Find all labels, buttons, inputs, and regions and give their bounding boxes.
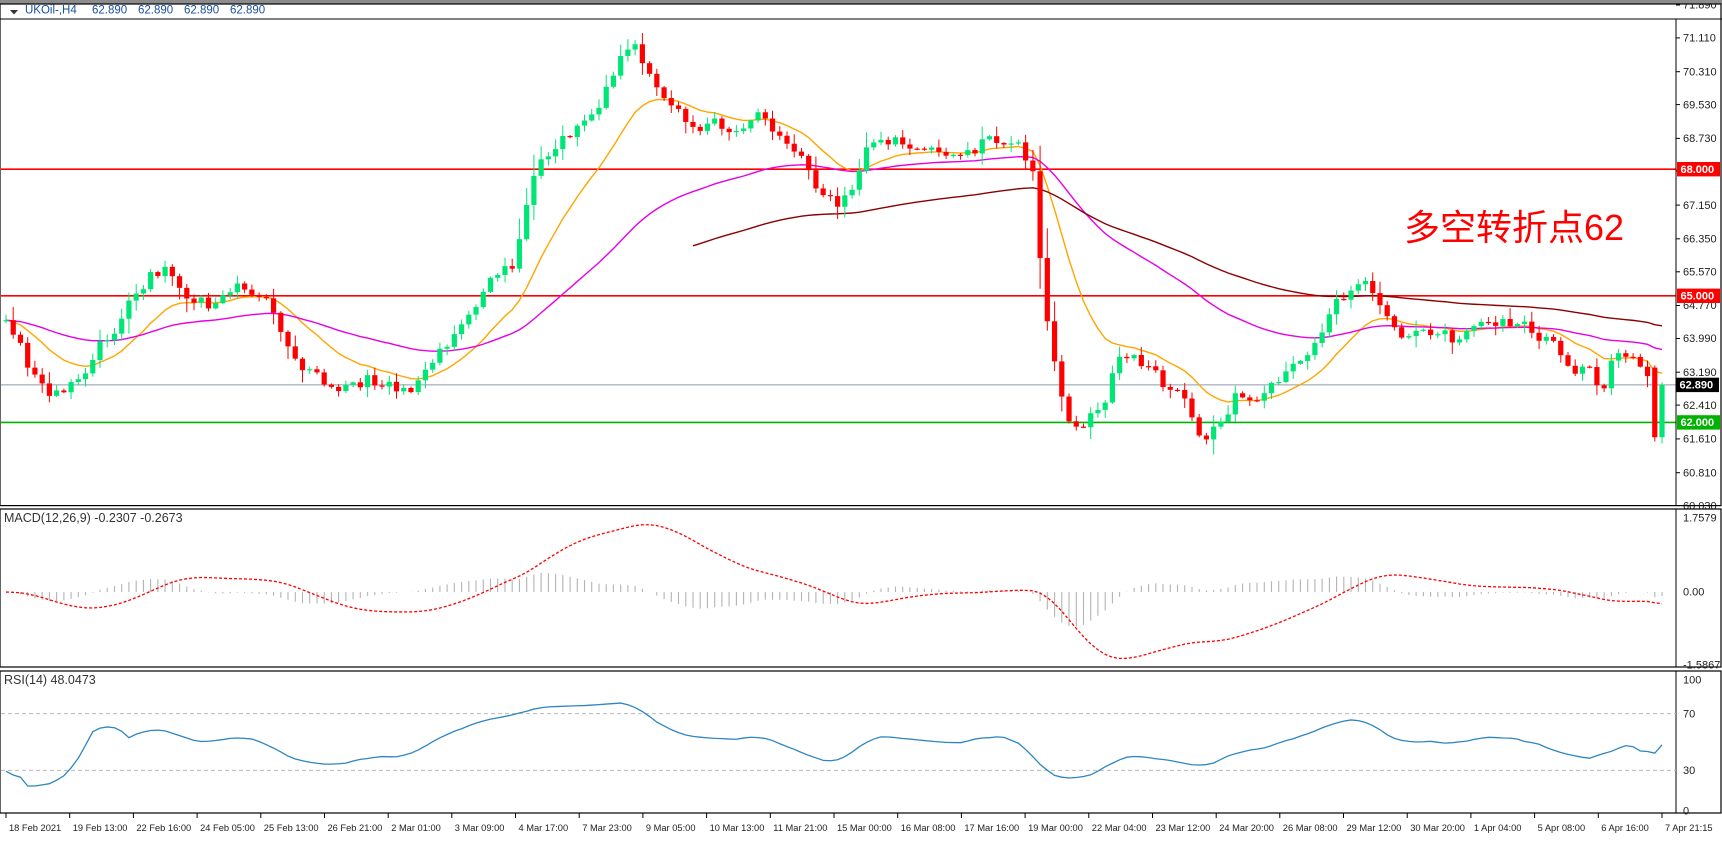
svg-text:24 Feb 05:00: 24 Feb 05:00	[200, 823, 255, 833]
svg-text:19 Mar 00:00: 19 Mar 00:00	[1028, 823, 1083, 833]
svg-text:4 Mar 17:00: 4 Mar 17:00	[519, 823, 569, 833]
svg-text:68.730: 68.730	[1683, 133, 1717, 145]
svg-text:24 Mar 20:00: 24 Mar 20:00	[1219, 823, 1274, 833]
svg-text:23 Mar 12:00: 23 Mar 12:00	[1156, 823, 1211, 833]
svg-text:62.890: 62.890	[184, 5, 219, 17]
svg-text:67.150: 67.150	[1683, 200, 1717, 212]
svg-text:9 Mar 05:00: 9 Mar 05:00	[646, 823, 696, 833]
svg-text:10 Mar 13:00: 10 Mar 13:00	[710, 823, 765, 833]
svg-text:30: 30	[1683, 765, 1695, 777]
svg-text:22 Mar 04:00: 22 Mar 04:00	[1092, 823, 1147, 833]
svg-text:62.890: 62.890	[1680, 380, 1714, 392]
svg-text:0: 0	[1683, 806, 1689, 818]
svg-text:100: 100	[1683, 675, 1701, 687]
svg-text:71.110: 71.110	[1683, 33, 1716, 45]
svg-text:25 Feb 13:00: 25 Feb 13:00	[264, 823, 319, 833]
svg-text:60.810: 60.810	[1683, 467, 1717, 479]
svg-text:61.610: 61.610	[1683, 434, 1717, 446]
svg-text:66.350: 66.350	[1683, 234, 1717, 246]
svg-text:3 Mar 09:00: 3 Mar 09:00	[455, 823, 505, 833]
svg-text:62.890: 62.890	[92, 5, 127, 17]
svg-text:29 Mar 12:00: 29 Mar 12:00	[1347, 823, 1402, 833]
svg-text:19 Feb 13:00: 19 Feb 13:00	[73, 823, 128, 833]
svg-text:MACD(12,26,9) -0.2307 -0.2673: MACD(12,26,9) -0.2307 -0.2673	[4, 511, 183, 525]
svg-text:30 Mar 20:00: 30 Mar 20:00	[1410, 823, 1465, 833]
svg-text:15 Mar 00:00: 15 Mar 00:00	[837, 823, 892, 833]
svg-text:63.990: 63.990	[1683, 333, 1717, 345]
svg-text:18 Feb 2021: 18 Feb 2021	[9, 823, 61, 833]
svg-text:62.410: 62.410	[1683, 400, 1717, 412]
svg-text:7 Apr 21:15: 7 Apr 21:15	[1665, 823, 1713, 833]
svg-text:60.030: 60.030	[1683, 500, 1717, 512]
svg-text:5 Apr 08:00: 5 Apr 08:00	[1538, 823, 1586, 833]
svg-text:26 Mar 08:00: 26 Mar 08:00	[1283, 823, 1338, 833]
svg-text:2 Mar 01:00: 2 Mar 01:00	[391, 823, 441, 833]
svg-text:70.310: 70.310	[1683, 66, 1717, 78]
svg-text:-1.5867: -1.5867	[1683, 660, 1720, 672]
svg-text:UKOil-,H4: UKOil-,H4	[25, 5, 77, 17]
svg-text:69.530: 69.530	[1683, 99, 1717, 111]
svg-text:26 Feb 21:00: 26 Feb 21:00	[328, 823, 383, 833]
svg-text:62.890: 62.890	[230, 5, 265, 17]
svg-text:16 Mar 08:00: 16 Mar 08:00	[901, 823, 956, 833]
svg-text:1 Apr 04:00: 1 Apr 04:00	[1474, 823, 1522, 833]
svg-text:70: 70	[1683, 708, 1695, 720]
svg-text:多空转折点62: 多空转折点62	[1404, 207, 1624, 248]
svg-text:RSI(14) 48.0473: RSI(14) 48.0473	[4, 673, 96, 687]
svg-text:65.000: 65.000	[1681, 291, 1715, 303]
svg-text:62.890: 62.890	[138, 5, 173, 17]
svg-text:22 Feb 16:00: 22 Feb 16:00	[136, 823, 191, 833]
svg-text:6 Apr 16:00: 6 Apr 16:00	[1601, 823, 1649, 833]
svg-text:0.00: 0.00	[1683, 587, 1704, 599]
svg-text:68.000: 68.000	[1681, 164, 1715, 176]
svg-text:1.7579: 1.7579	[1683, 513, 1717, 525]
svg-text:7 Mar 23:00: 7 Mar 23:00	[582, 823, 632, 833]
svg-text:17 Mar 16:00: 17 Mar 16:00	[964, 823, 1019, 833]
svg-text:11 Mar 21:00: 11 Mar 21:00	[773, 823, 827, 833]
svg-text:65.570: 65.570	[1683, 267, 1717, 279]
svg-text:63.190: 63.190	[1683, 367, 1717, 379]
svg-text:62.000: 62.000	[1681, 417, 1715, 429]
